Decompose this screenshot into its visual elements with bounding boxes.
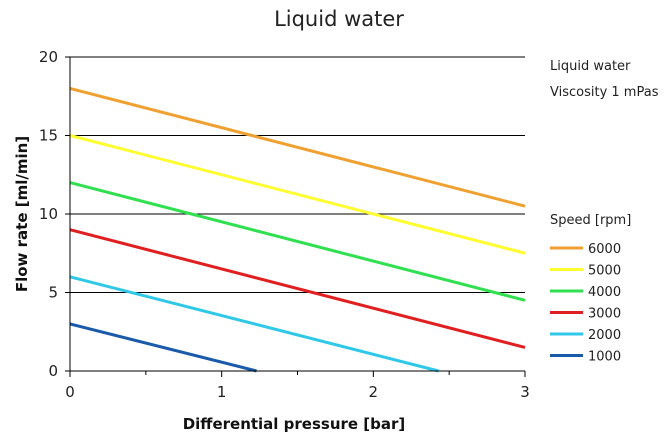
annotation-viscosity: Viscosity 1 mPas [550,85,659,100]
annotation-fluid: Liquid water [550,59,631,74]
series-lines [69,86,526,373]
x-tick-label-1: 1 [217,383,227,401]
legend-label-1000: 1000 [588,350,621,365]
series-line-4000 [69,181,526,302]
legend-title: Speed [rpm] [550,213,631,228]
series-line-3000 [69,228,526,349]
series-line-1000 [69,322,257,373]
y-tick-label-3: 15 [39,127,58,145]
series-line-2000 [69,275,439,373]
series-line-5000 [69,134,526,255]
legend-label-2000: 2000 [588,328,621,343]
y-tick-label-2: 10 [39,205,58,223]
y-tick-label-1: 5 [48,284,58,302]
x-tick-label-3: 3 [520,383,530,401]
legend-label-3000: 3000 [588,307,621,322]
series-line-6000 [69,86,526,208]
x-axis-label: Differential pressure [bar] [183,415,406,433]
y-tick-label-0: 0 [48,362,58,380]
legend-label-5000: 5000 [588,264,621,279]
x-tick-label-2: 2 [369,383,379,401]
gridlines [70,56,525,293]
legend-label-6000: 6000 [588,242,621,257]
y-axis-label: Flow rate [ml/min] [13,136,31,292]
legend-label-4000: 4000 [588,285,621,300]
y-tick-label-4: 20 [39,48,58,66]
axes [65,56,526,377]
legend: 6000 5000 4000 3000 2000 1000 [550,242,621,365]
x-tick-label-0: 0 [65,383,75,401]
tick-labels: 0 5 10 15 20 0 1 2 3 [39,48,530,401]
chart-title: Liquid water [274,7,404,31]
